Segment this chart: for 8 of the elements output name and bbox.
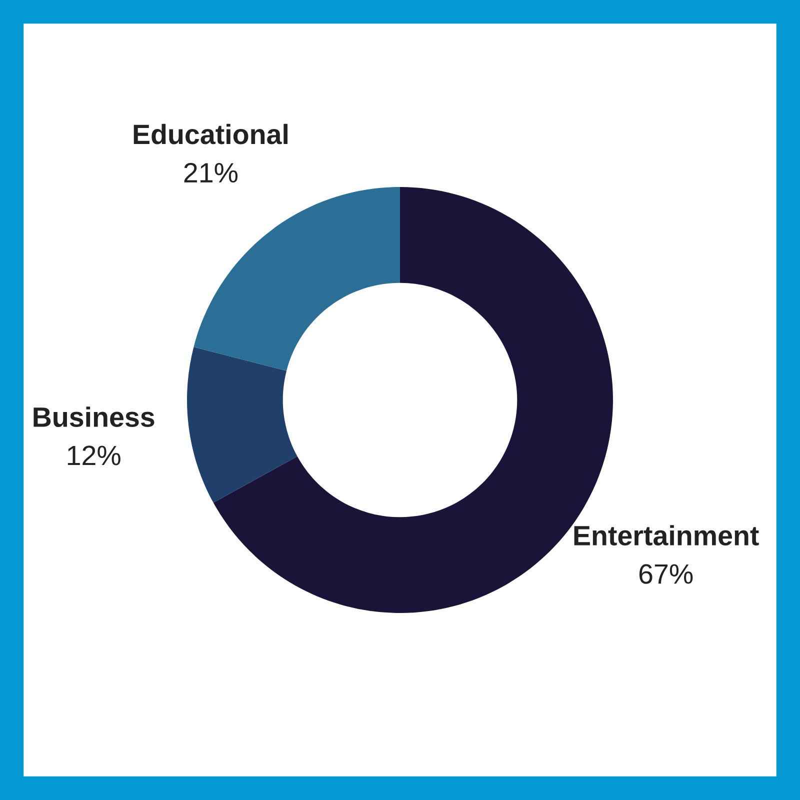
data-label: 21% [184, 162, 238, 182]
data-label: 67% [639, 564, 693, 584]
donut-slice [194, 187, 400, 371]
data-label: 12% [68, 446, 120, 466]
donut-slice [187, 347, 298, 503]
slice-label: Educational [134, 124, 288, 144]
slice-label: Entertainment [574, 525, 759, 546]
slice-label: Business [34, 406, 154, 427]
